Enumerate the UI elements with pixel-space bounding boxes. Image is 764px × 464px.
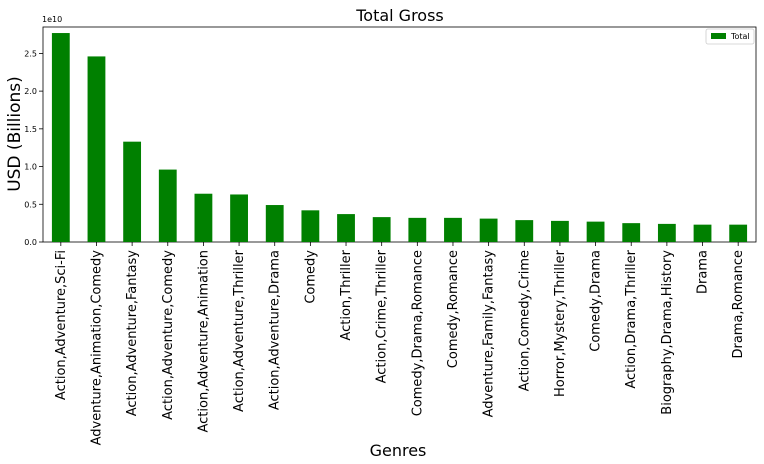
bar xyxy=(158,169,177,242)
bar xyxy=(479,218,498,242)
plot-area-frame xyxy=(42,26,757,243)
x-axis-label: Genres xyxy=(370,441,427,460)
x-tick-label: Action,Crime,Thriller xyxy=(375,249,390,383)
bar xyxy=(551,220,569,242)
x-tick-label: Action,Adventure,Sci-Fi xyxy=(54,250,69,400)
x-tick-label: Horror,Mystery,Thriller xyxy=(553,249,568,397)
bar xyxy=(657,223,676,242)
x-tick-label: Drama xyxy=(696,250,711,294)
x-tick-label: Adventure,Animation,Comedy xyxy=(89,250,104,446)
bar xyxy=(408,217,427,242)
bar xyxy=(729,224,748,242)
bar xyxy=(337,214,355,242)
y-tick-label: 1.0 xyxy=(24,163,37,172)
bar xyxy=(515,220,534,242)
bar xyxy=(230,194,248,242)
x-tick-label: Action,Adventure,Fantasy xyxy=(125,250,140,417)
x-tick-label: Action,Adventure,Thriller xyxy=(232,249,247,412)
y-axis-label: USD (Billions) xyxy=(5,76,25,192)
chart-title: Total Gross xyxy=(355,6,444,25)
x-tick-label: Action,Adventure,Comedy xyxy=(161,250,176,420)
bar xyxy=(301,210,320,242)
legend-label: Total xyxy=(730,32,750,41)
x-tick-label: Comedy,Drama xyxy=(589,250,604,352)
bar xyxy=(586,221,605,242)
x-tick-label: Action,Thriller xyxy=(339,249,354,340)
bars-group xyxy=(51,33,748,242)
legend-frame xyxy=(705,28,755,45)
x-tick-label: Action,Comedy,Crime xyxy=(517,250,532,391)
x-tick-label: Comedy,Romance xyxy=(446,250,461,368)
y-tick-label: 2.5 xyxy=(24,49,37,58)
legend: Total xyxy=(705,28,755,45)
x-tick-label: Drama,Romance xyxy=(731,250,746,359)
x-tick-label: Biography,Drama,History xyxy=(660,250,675,415)
bar xyxy=(51,33,70,242)
x-tick-label: Action,Drama,Thriller xyxy=(624,249,639,388)
bar xyxy=(372,217,391,242)
bar xyxy=(87,56,106,242)
bar xyxy=(265,205,284,242)
y-offset-text: 1e10 xyxy=(42,15,62,24)
y-ticks-group: 0.0 0.5 1.0 1.5 2.0 2.5 xyxy=(24,49,43,247)
legend-swatch xyxy=(711,33,726,39)
x-tick-label: Comedy xyxy=(303,250,318,304)
x-tick-label: Action,Adventure,Animation xyxy=(196,250,211,433)
bar xyxy=(123,141,142,242)
y-tick-label: 0.5 xyxy=(24,200,37,209)
bar xyxy=(622,223,641,242)
x-ticks-group: Action,Adventure,Sci-Fi Adventure,Animati… xyxy=(54,242,746,445)
bar xyxy=(194,193,213,242)
x-tick-label: Action,Adventure,Drama xyxy=(268,250,283,410)
y-tick-label: 2.0 xyxy=(24,87,37,96)
x-tick-label: Comedy,Drama,Romance xyxy=(410,250,425,416)
x-tick-label: Adventure,Family,Fantasy xyxy=(482,250,497,418)
bar xyxy=(444,217,462,242)
y-tick-label: 0.0 xyxy=(24,238,37,247)
bar xyxy=(693,224,712,242)
y-tick-label: 1.5 xyxy=(24,125,37,134)
